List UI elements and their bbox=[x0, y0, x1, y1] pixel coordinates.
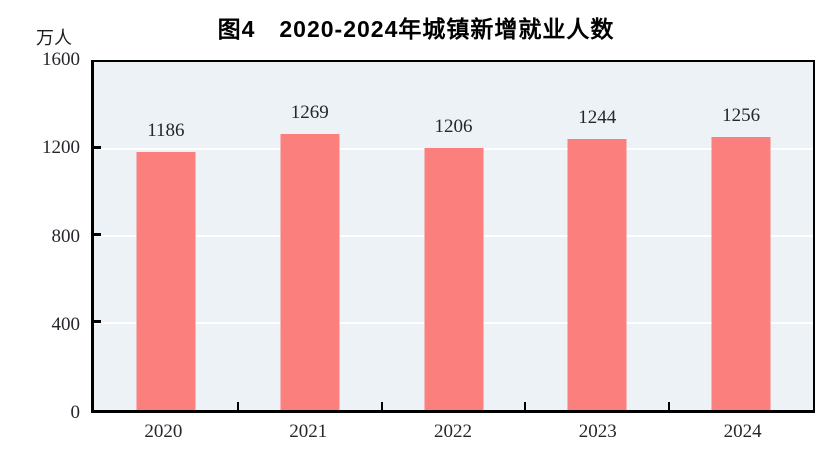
x-axis-tick-label-2020: 2020 bbox=[144, 421, 183, 442]
x-axis-tick-label-2022: 2022 bbox=[434, 421, 472, 442]
bar-value-label-2020: 1186 bbox=[147, 120, 185, 142]
bar-value-label-2024: 1256 bbox=[722, 104, 761, 126]
y-axis-tick-label-800: 800 bbox=[51, 225, 81, 247]
x-tick-mark-boundary-1 bbox=[236, 402, 239, 410]
y-tick-mark-1200 bbox=[94, 146, 101, 149]
y-axis-tick-label-400: 400 bbox=[51, 313, 81, 335]
x-tick-mark-boundary-2 bbox=[380, 402, 383, 410]
plot-area: 1186 1269 1206 1244 1256 bbox=[91, 60, 815, 413]
bar-2021 bbox=[280, 134, 340, 410]
chart-title: 图4 2020-2024年城镇新增就业人数 bbox=[217, 16, 615, 42]
x-axis-tick-label-2021: 2021 bbox=[289, 421, 328, 442]
x-axis-tick-label-2023: 2023 bbox=[578, 421, 617, 442]
bar-value-label-2023: 1244 bbox=[578, 107, 617, 129]
bar-2024 bbox=[711, 136, 771, 410]
y-axis-tick-label-0: 0 bbox=[70, 402, 81, 423]
bar-2023 bbox=[567, 139, 627, 410]
x-tick-mark-boundary-4 bbox=[668, 402, 671, 410]
y-tick-mark-400 bbox=[94, 320, 101, 323]
y-axis-tick-label-1600: 1600 bbox=[42, 49, 80, 70]
plot-inner-canvas: 1186 1269 1206 1244 1256 bbox=[94, 62, 813, 410]
bar-2022 bbox=[424, 147, 483, 410]
bar-value-label-2022: 1206 bbox=[434, 115, 473, 137]
x-axis-tick-label-2024: 2024 bbox=[723, 421, 762, 442]
y-tick-mark-800 bbox=[94, 233, 101, 236]
y-axis-unit-label: 万人 bbox=[36, 28, 72, 48]
x-tick-mark-boundary-3 bbox=[524, 402, 527, 410]
bar-value-label-2021: 1269 bbox=[290, 102, 329, 123]
y-axis-tick-label-1200: 1200 bbox=[42, 137, 80, 159]
bar-2020 bbox=[136, 152, 196, 410]
